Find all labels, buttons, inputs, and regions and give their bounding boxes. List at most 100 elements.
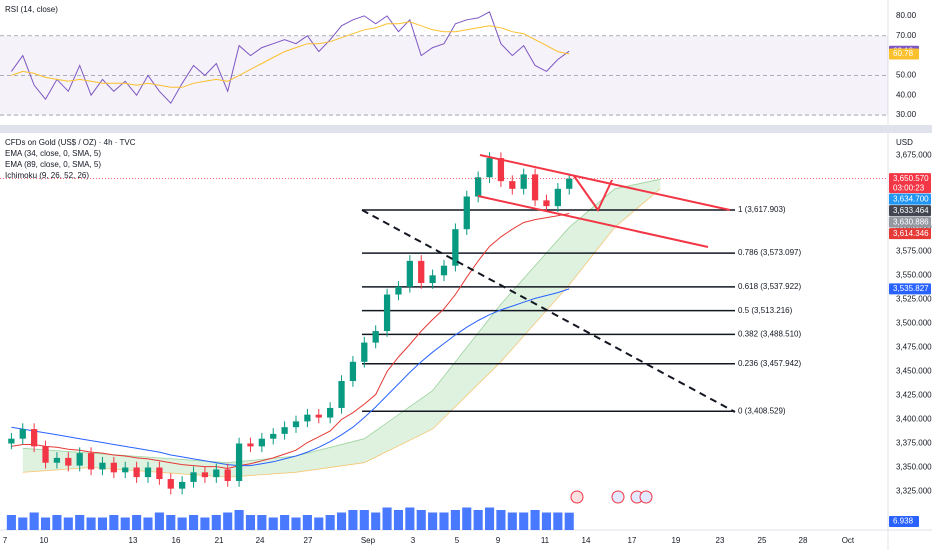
candle-body <box>224 469 231 481</box>
price-box <box>889 205 931 217</box>
candle-body <box>440 265 448 276</box>
candle-body <box>361 342 368 362</box>
price-box-label: 3,614.346 <box>893 229 929 238</box>
event-icons <box>570 490 653 504</box>
x-tick-label: 28 <box>799 536 808 545</box>
volume-bar <box>336 512 347 530</box>
price-box <box>889 283 931 295</box>
volume-bar <box>507 512 517 530</box>
candle-body <box>190 472 197 482</box>
candle-body <box>270 433 277 439</box>
volume-bar <box>405 507 415 530</box>
x-tick-label: 13 <box>129 536 138 545</box>
candle-body <box>429 275 436 283</box>
candle-body <box>201 472 209 478</box>
candle-body <box>179 481 186 489</box>
candle-body <box>383 294 391 332</box>
price-box-label: 3,630.886 <box>893 217 929 226</box>
x-tick-label: 10 <box>39 536 48 545</box>
price-box <box>889 216 931 228</box>
y-tick-label: 3,500.000 <box>896 318 932 327</box>
price-box <box>889 173 931 194</box>
candle-body <box>122 467 129 473</box>
volume-bar <box>314 517 324 530</box>
volume-bar <box>154 512 164 530</box>
candle-body <box>531 174 539 201</box>
volume-bar <box>462 507 472 530</box>
arrow <box>573 175 613 212</box>
value-box-label: 60.78 <box>893 49 914 58</box>
volume-bar <box>120 517 130 530</box>
legend-entry: EMA (34, close, 0, SMA, 5) <box>5 149 101 158</box>
candle-body <box>156 467 163 480</box>
price-box <box>889 193 931 205</box>
price-box-label: 3,650.570 <box>893 174 929 183</box>
rsi-line <box>11 21 570 88</box>
candle-body <box>235 443 243 481</box>
volume-bar <box>450 510 460 530</box>
volume-bar <box>541 512 552 530</box>
volume-bar <box>143 517 153 530</box>
x-tick-label: 16 <box>172 536 181 545</box>
candle-body <box>327 407 334 418</box>
volume-bar <box>188 515 199 530</box>
candle-body <box>543 200 550 207</box>
currency-label: USD <box>896 138 913 147</box>
candle-body <box>304 414 311 422</box>
candle-body <box>133 467 140 478</box>
y-tick-label: 40.00 <box>896 90 917 99</box>
candle-body <box>19 429 26 439</box>
volume-bar <box>245 515 256 530</box>
volume-bar <box>519 512 529 530</box>
volume-bar <box>416 510 426 530</box>
x-tick-label: 24 <box>256 536 265 545</box>
event-icon <box>611 490 625 504</box>
volume-bar <box>291 517 301 530</box>
candle-body <box>110 462 117 473</box>
x-tick-label: 25 <box>758 536 767 545</box>
candle-body <box>566 178 573 189</box>
x-tick-label: 9 <box>496 536 501 545</box>
candle-body <box>475 177 482 197</box>
price-box-label: 3,535.827 <box>893 284 929 293</box>
candle-body <box>338 381 345 408</box>
ema-line <box>11 213 570 470</box>
volume-bar <box>211 515 221 530</box>
volume-bar <box>177 517 187 530</box>
candle-body <box>213 469 220 478</box>
rsi-title: RSI (14, close) <box>5 5 58 14</box>
candle-body <box>509 181 516 189</box>
x-tick-label: Oct <box>842 536 855 545</box>
candle-body <box>87 453 95 470</box>
y-tick-label: 3,525.000 <box>896 294 932 303</box>
x-tick-label: 7 <box>3 536 8 545</box>
volume-bar <box>18 517 28 530</box>
volume-bar <box>200 517 210 530</box>
volume-bar <box>530 510 540 530</box>
volume-bar <box>473 510 483 530</box>
candle-body <box>486 158 493 178</box>
volume-bar <box>109 515 119 530</box>
fib-label: 0 (3,408.529) <box>738 406 786 415</box>
candle-body <box>65 457 72 466</box>
price-box-label: 3,633.464 <box>893 206 929 215</box>
volume-bar <box>86 517 96 530</box>
volume-bar <box>393 510 404 530</box>
fib-label: 0.382 (3,488.510) <box>738 330 801 339</box>
volume-bar <box>382 507 392 530</box>
price-box <box>889 228 931 240</box>
candle-body <box>497 158 505 182</box>
y-tick-label: 3,375.000 <box>896 439 932 448</box>
y-tick-label: 3,325.000 <box>896 487 932 496</box>
countdown: 03:00:23 <box>893 183 925 192</box>
volume-bar <box>268 517 278 530</box>
x-tick-label: 23 <box>716 536 725 545</box>
volume-bar <box>439 512 449 530</box>
volume-bar <box>97 517 108 530</box>
candle-body <box>463 196 470 230</box>
x-tick-label: 14 <box>582 536 591 545</box>
candle-body <box>452 229 459 266</box>
volume-bar <box>484 507 495 530</box>
y-tick-label: 3,350.000 <box>896 463 932 472</box>
